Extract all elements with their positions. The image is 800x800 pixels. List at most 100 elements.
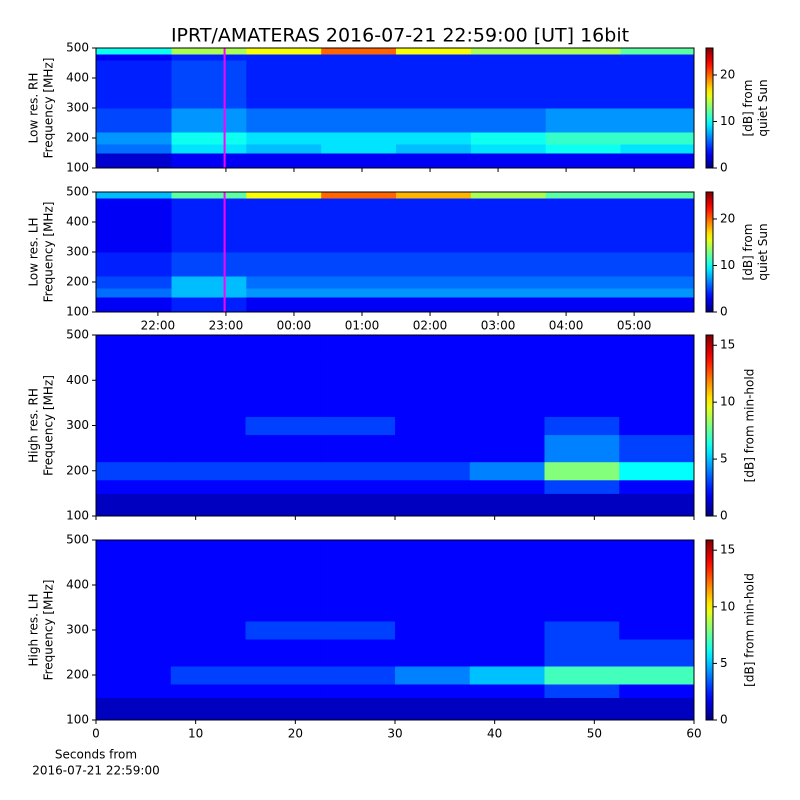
colorbar — [705, 539, 714, 721]
heatmap-cell — [320, 434, 396, 463]
heatmap-cell — [620, 60, 695, 109]
x-tick-label: 22:00 — [141, 319, 176, 333]
heatmap-cell — [171, 54, 247, 61]
y-tick-label: 300 — [66, 245, 89, 259]
heatmap-cell — [96, 666, 172, 685]
heatmap-cell — [469, 416, 545, 436]
heatmap-cell — [96, 621, 172, 640]
heatmap-cell — [321, 252, 397, 277]
heatmap-cell — [396, 144, 472, 154]
heatmap-cell — [246, 297, 322, 313]
heatmap-cell — [321, 198, 397, 205]
y-axis-label: Low res. LH — [27, 217, 41, 286]
heatmap-cell — [395, 639, 471, 667]
heatmap-cell — [246, 153, 322, 169]
x-tick-label: 50 — [587, 727, 602, 741]
y-axis-label: Low res. RH — [27, 73, 41, 144]
heatmap-cell — [246, 132, 322, 145]
heatmap-cell — [245, 434, 321, 463]
heatmap-cell — [171, 297, 247, 313]
heatmap-cell — [469, 353, 545, 417]
heatmap-cell — [96, 60, 173, 109]
y-axis-label: Frequency [MHz] — [42, 58, 56, 159]
colorbar-tick-label: 10 — [720, 599, 735, 613]
heatmap-cell — [96, 144, 173, 154]
heatmap-cell — [320, 639, 396, 667]
heatmap-cell — [545, 198, 622, 205]
y-tick-label: 200 — [66, 463, 89, 477]
heatmap-cell — [395, 621, 471, 640]
heatmap-cell — [396, 204, 472, 253]
heatmap-cell — [469, 684, 545, 698]
heatmap-cell — [170, 540, 246, 559]
heatmap-cell — [170, 479, 246, 494]
heatmap-cell — [545, 204, 622, 253]
heatmap-cell — [469, 540, 545, 559]
heatmap-cell — [320, 493, 396, 517]
heatmap-cell — [171, 48, 247, 55]
heatmap-cell — [245, 353, 321, 417]
heatmap-cell — [620, 204, 695, 253]
heatmap-cell — [245, 493, 321, 517]
x-tick-label: 03:00 — [481, 319, 516, 333]
colorbar-tick-label: 0 — [720, 161, 728, 175]
heatmap-cell — [171, 276, 247, 289]
heatmap-cell — [619, 493, 695, 517]
heatmap-cell — [246, 288, 322, 298]
heatmap-cell — [171, 108, 247, 133]
heatmap-cell — [619, 540, 695, 559]
heatmap-cell — [545, 108, 622, 133]
heatmap-cell — [544, 461, 620, 481]
heatmap-cell — [395, 353, 471, 417]
heatmap-cell — [396, 297, 472, 313]
heatmap-cell — [469, 666, 545, 685]
heatmap-cell — [545, 60, 622, 109]
heatmap-cell — [619, 461, 695, 481]
heatmap-cell — [619, 434, 695, 463]
heatmap-cell — [620, 252, 695, 277]
heatmap-cell — [170, 434, 246, 463]
heatmap-cell — [469, 461, 545, 481]
heatmap-cell — [170, 621, 246, 640]
x-tick-label: 60 — [686, 727, 701, 741]
heatmap-cell — [170, 416, 246, 436]
colorbar-tick-label: 15 — [720, 543, 735, 557]
heatmap-cell — [544, 666, 620, 685]
colorbar-tick-label: 10 — [720, 114, 735, 128]
heatmap-cell — [544, 416, 620, 436]
heatmap-cell — [544, 479, 620, 494]
heatmap-cell — [171, 144, 247, 154]
heatmap-cell — [544, 540, 620, 559]
heatmap-cell — [321, 288, 397, 298]
heatmap-cell — [620, 276, 695, 289]
heatmap-cell — [96, 493, 172, 517]
y-tick-label: 200 — [66, 668, 89, 682]
heatmap-cell — [170, 666, 246, 685]
heatmap-cell — [96, 697, 172, 721]
colorbar-tick-label: 20 — [720, 67, 735, 81]
heatmap-cell — [320, 540, 396, 559]
heatmap-cell — [96, 198, 173, 205]
heatmap-cell — [470, 60, 547, 109]
heatmap-cell — [96, 132, 173, 145]
heatmap-cell — [96, 479, 172, 494]
heatmap-cell — [96, 252, 173, 277]
y-tick-label: 100 — [66, 161, 89, 175]
heatmap-cell — [321, 60, 397, 109]
heatmap-cell — [245, 697, 321, 721]
heatmap-cell — [96, 540, 172, 559]
heatmap-cell — [321, 204, 397, 253]
heatmap-cell — [545, 252, 622, 277]
heatmap-cell — [619, 666, 695, 685]
y-tick-label: 500 — [66, 533, 89, 547]
colorbar-label: [dB] from — [741, 224, 755, 281]
colorbar-tick-label: 10 — [720, 258, 735, 272]
heatmap-cell — [620, 153, 695, 169]
heatmap-cell — [395, 540, 471, 559]
heatmap-cell — [395, 461, 471, 481]
x-tick-label: 04:00 — [549, 319, 584, 333]
colorbar-label: [dB] from min-hold — [743, 573, 757, 687]
y-tick-label: 300 — [66, 418, 89, 432]
y-tick-label: 400 — [66, 215, 89, 229]
y-tick-label: 400 — [66, 71, 89, 85]
